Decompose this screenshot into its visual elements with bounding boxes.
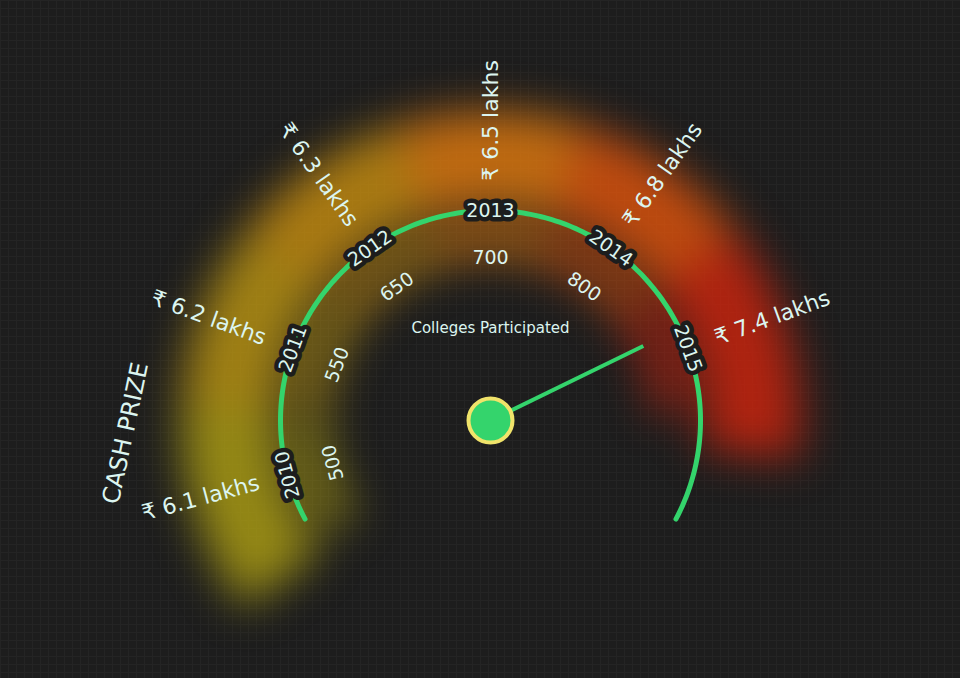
svg-text:2010: 2010 [270, 449, 304, 501]
svg-text:2011: 2011 [274, 322, 311, 375]
svg-text:₹ 7.4 lakhs: ₹ 7.4 lakhs [711, 285, 833, 350]
svg-text:₹ 6.3 lakhs: ₹ 6.3 lakhs [274, 118, 364, 231]
svg-text:800: 800 [563, 267, 605, 306]
svg-text:2013: 2013 [466, 199, 514, 221]
svg-text:700: 700 [472, 246, 508, 268]
svg-text:2014: 2014 [585, 225, 637, 271]
svg-text:650: 650 [375, 267, 417, 306]
svg-text:2015: 2015 [670, 322, 707, 375]
svg-text:₹ 6.8 lakhs: ₹ 6.8 lakhs [617, 118, 707, 231]
svg-text:2012: 2012 [343, 225, 395, 271]
svg-text:₹ 6.5 lakhs: ₹ 6.5 lakhs [478, 60, 503, 181]
svg-text:CASH PRIZE: CASH PRIZE [97, 360, 154, 507]
svg-text:₹ 6.2 lakhs: ₹ 6.2 lakhs [148, 285, 270, 350]
svg-text:₹ 6.1 lakhs: ₹ 6.1 lakhs [139, 470, 262, 525]
svg-text:Colleges Participated: Colleges Participated [411, 319, 569, 337]
svg-text:550: 550 [320, 344, 353, 386]
svg-text:500: 500 [317, 443, 348, 484]
